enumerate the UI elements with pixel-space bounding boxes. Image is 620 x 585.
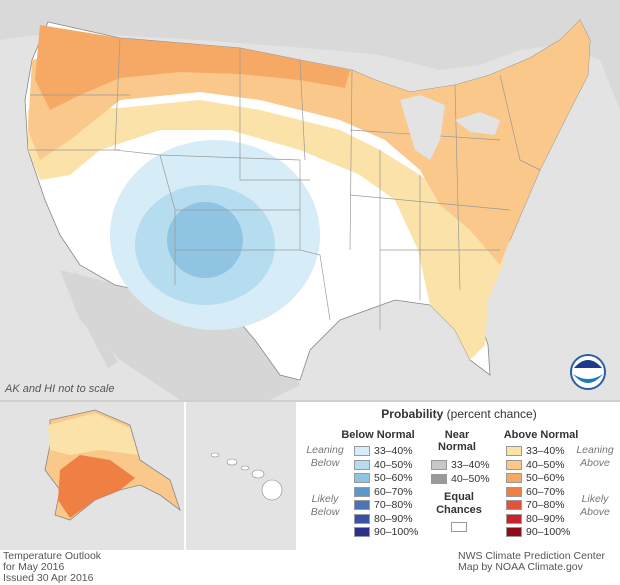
issue-date: Issued 30 Apr 2016 (3, 572, 94, 584)
hawaii-inset (186, 402, 296, 550)
alaska-likely-above (58, 455, 135, 518)
legend-title: Probability (percent chance) (298, 407, 620, 421)
below-normal-label: 60–70% (374, 485, 413, 498)
above-normal-swatch (506, 486, 522, 497)
below-normal-swatch (354, 473, 370, 483)
above-normal-label: 40–50% (526, 458, 565, 471)
below-normal-label: 33–40% (374, 445, 413, 457)
near-normal-heading: Near Normal (438, 429, 476, 453)
outlook-title: Temperature Outlook (3, 550, 102, 562)
near-normal-swatch (431, 473, 447, 484)
above-normal-label: 80–90% (526, 512, 565, 525)
below-normal-regions (110, 140, 320, 330)
legend-title-suffix: (percent chance) (446, 407, 537, 421)
above-normal-label: 60–70% (526, 485, 565, 498)
below-normal-label: 90–100% (374, 526, 419, 538)
footer-background (0, 550, 620, 585)
below-normal-label: 40–50% (374, 458, 413, 471)
below-normal-swatch (354, 446, 370, 456)
hawaii-islands (210, 452, 283, 501)
above-normal-regions (28, 20, 590, 360)
above-normal-heading: Above Normal (503, 429, 579, 441)
legend-title-main: Probability (381, 407, 444, 421)
great-lakes (400, 95, 445, 160)
inset-divider-2 (296, 402, 298, 550)
scale-note: AK and HI not to scale (5, 383, 115, 395)
likely-below-label: Likely Below (310, 493, 340, 518)
below-normal-swatch (354, 513, 370, 524)
leaning-above-label: Leaning Above (576, 444, 614, 469)
above-normal-swatch (506, 446, 522, 456)
above-normal-swatch (506, 473, 522, 483)
inset-divider-1 (184, 402, 186, 550)
mexico-land (60, 270, 300, 400)
above-normal-swatch (506, 527, 522, 537)
below-normal-swatch (354, 486, 370, 497)
equal-chances-label: Equal Chances (436, 491, 482, 516)
above-normal-swatch (506, 500, 522, 510)
below-normal-label: 50–60% (374, 472, 413, 484)
footer-left: Temperature Outlook for May 2016 Issued … (3, 551, 101, 584)
above-normal-label: 50–60% (526, 472, 565, 484)
above-normal-label: 90–100% (526, 526, 571, 538)
noaa-logo (570, 354, 606, 390)
below-normal-label: 70–80% (374, 499, 413, 511)
legend: Probability (percent chance) Below Norma… (298, 402, 620, 550)
below-normal-label: 80–90% (374, 512, 413, 525)
map-divider (0, 400, 620, 402)
baja-land (70, 270, 118, 368)
below-normal-swatch (354, 459, 370, 470)
likely-above-label: Likely Above (580, 493, 610, 518)
lake-erie-ontario (455, 112, 500, 135)
near-normal-label: 40–50% (451, 472, 490, 485)
above-normal-label: 33–40% (526, 445, 565, 457)
alaska-leaning-above (48, 413, 138, 455)
leaning-below-label: Leaning Below (306, 444, 344, 469)
canada-land (0, 0, 620, 110)
above-normal-label: 70–80% (526, 499, 565, 511)
below-normal-swatch (354, 500, 370, 510)
near-normal-label: 33–40% (451, 459, 490, 471)
below-normal-heading: Below Normal (341, 429, 415, 441)
credit-map: Map by NOAA Climate.gov (458, 561, 583, 573)
above-normal-swatch (506, 513, 522, 524)
below-normal-swatch (354, 527, 370, 537)
equal-chances-swatch (451, 522, 467, 532)
near-normal-swatch (431, 460, 447, 470)
state-boundaries (28, 37, 541, 330)
outlook-period: for May 2016 (3, 561, 65, 573)
above-normal-swatch (506, 459, 522, 470)
credit-source: NWS Climate Prediction Center (458, 550, 606, 562)
footer-right: NWS Climate Prediction Center Map by NOA… (458, 551, 605, 573)
